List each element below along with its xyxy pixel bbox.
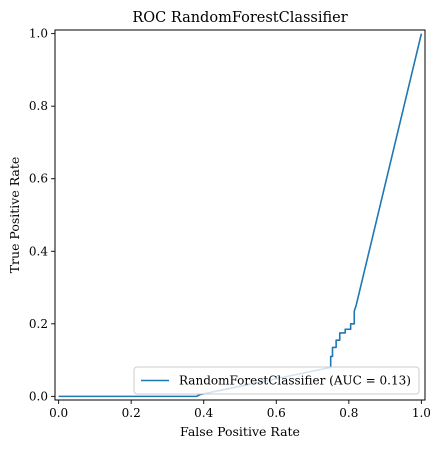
y-tick-label: 0.0 xyxy=(29,389,48,403)
roc-curve-line-0 xyxy=(58,33,423,398)
x-tick-label: 0.2 xyxy=(122,406,141,420)
legend: RandomForestClassifier (AUC = 0.13) xyxy=(133,366,420,395)
roc-curve-group xyxy=(58,33,423,398)
y-axis-label: True Positive Rate xyxy=(7,157,22,274)
x-tick-label: 0.8 xyxy=(339,406,358,420)
x-axis-label: False Positive Rate xyxy=(180,424,300,439)
y-tick-label: 0.8 xyxy=(29,99,48,113)
legend-box xyxy=(133,366,420,395)
x-tick-label: 0.0 xyxy=(49,406,68,420)
x-tick-label: 0.4 xyxy=(194,406,213,420)
plot-frame xyxy=(54,29,426,401)
x-axis: 0.0 0.2 0.4 0.6 0.8 1.0 xyxy=(49,400,431,420)
x-tick-label: 1.0 xyxy=(412,406,431,420)
y-tick-label: 0.6 xyxy=(29,172,48,186)
y-axis: 0.0 0.2 0.4 0.6 0.8 1.0 xyxy=(29,27,55,403)
chart-title: ROC RandomForestClassifier xyxy=(132,10,347,26)
y-tick-label: 1.0 xyxy=(29,27,48,41)
y-tick-label: 0.4 xyxy=(29,244,48,258)
y-tick-label: 0.2 xyxy=(29,317,48,331)
x-tick-label: 0.6 xyxy=(267,406,286,420)
legend-label: RandomForestClassifier (AUC = 0.13) xyxy=(179,374,411,388)
